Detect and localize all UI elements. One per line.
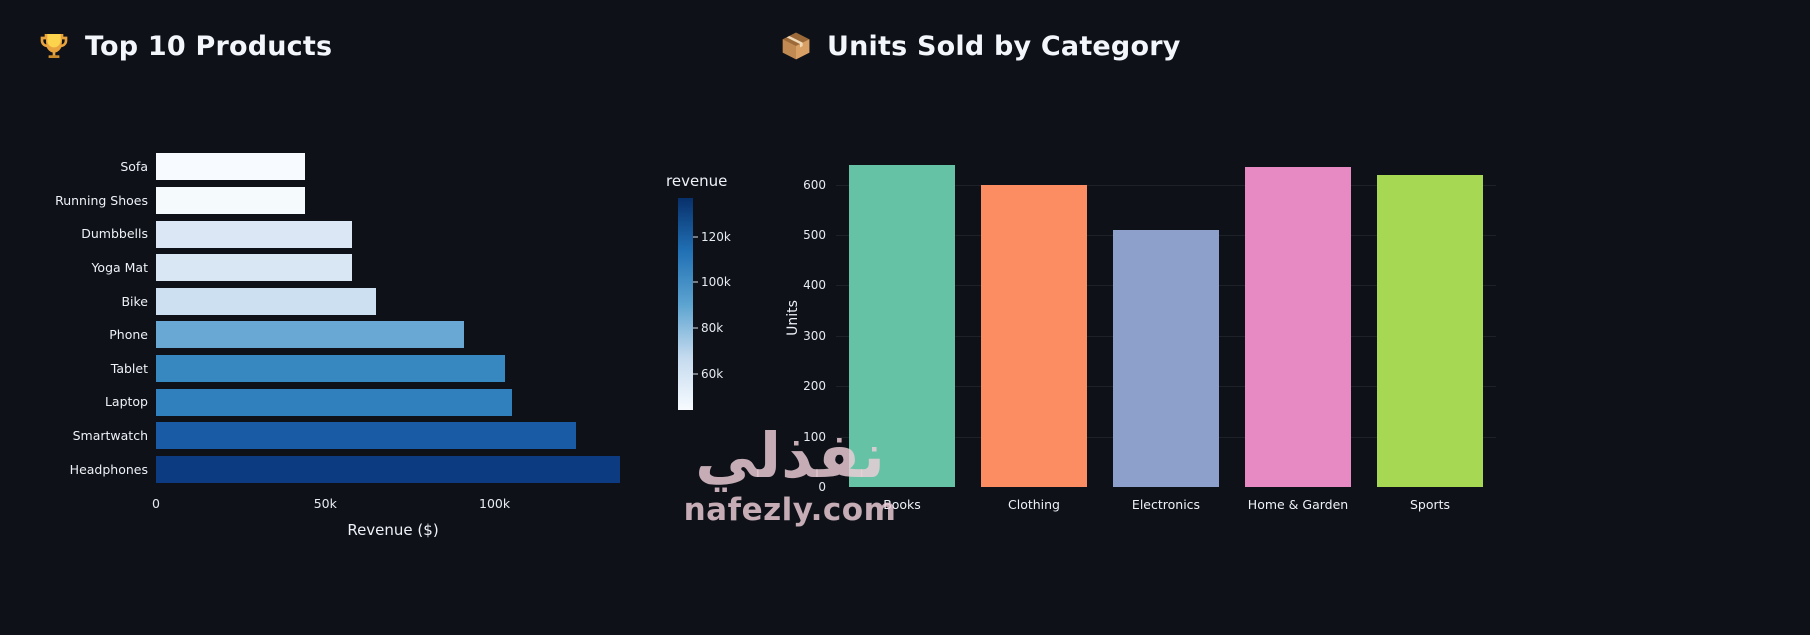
revenue-bar [156,254,352,282]
colorbar-tick-mark [693,327,698,329]
x-tick-label: 50k [313,496,337,511]
colorbar-title: revenue [666,172,728,190]
revenue-bar [156,153,305,181]
revenue-bar [156,220,352,248]
y-tick-label: 600 [803,177,826,192]
y-tick-label: 0 [818,480,826,494]
category-label: Yoga Mat [91,260,148,276]
units-bar [1377,174,1483,487]
colorbar-tick-label: 120k [701,229,731,244]
revenue-bar [156,422,576,450]
colorbar-tick-mark [693,236,698,238]
category-label: Clothing [1007,497,1061,512]
revenue-colorbar [678,198,693,410]
units-bar [849,164,955,487]
units-sold-title: Units Sold by Category [780,30,1181,62]
category-label: Electronics [1131,497,1201,512]
category-label: Home & Garden [1247,497,1349,512]
revenue-bar [156,287,376,315]
y-tick-label: 400 [803,278,826,293]
y-tick-label: 300 [803,328,826,343]
revenue-bar [156,321,464,349]
y-tick-label: 500 [803,228,826,243]
revenue-bar [156,455,620,483]
y-tick-label: 200 [803,379,826,394]
category-label: Sports [1409,497,1451,512]
top-products-title: Top 10 Products [38,30,332,62]
revenue-axis-label: Revenue ($) [347,521,439,539]
units-bar [981,184,1087,487]
x-tick-label: 0 [152,496,160,511]
category-label: Phone [109,327,148,343]
units-sold-title-text: Units Sold by Category [827,30,1181,62]
package-icon [780,30,812,62]
gridline [836,184,1496,186]
colorbar-tick-label: 80k [701,320,724,335]
units-bar [1245,167,1351,487]
colorbar-tick-mark [693,281,698,283]
colorbar-tick-label: 60k [701,366,724,381]
category-label: Headphones [69,461,148,477]
units-bar [1113,230,1219,487]
revenue-bar [156,354,505,382]
category-label: Sofa [120,159,148,175]
category-label: Tablet [110,360,148,376]
colorbar-tick-mark [693,373,698,375]
revenue-bar [156,388,512,416]
y-tick-label: 100 [803,429,826,444]
category-label: Laptop [104,394,148,410]
category-label: Bike [121,293,148,309]
colorbar-tick-label: 100k [701,275,731,290]
category-label: Books [883,497,921,512]
category-label: Smartwatch [72,428,148,444]
x-tick-label: 100k [479,496,511,511]
trophy-icon [38,30,70,62]
category-label: Dumbbells [81,226,148,242]
category-label: Running Shoes [55,192,148,208]
revenue-bar [156,186,305,214]
top-products-title-text: Top 10 Products [85,30,333,62]
